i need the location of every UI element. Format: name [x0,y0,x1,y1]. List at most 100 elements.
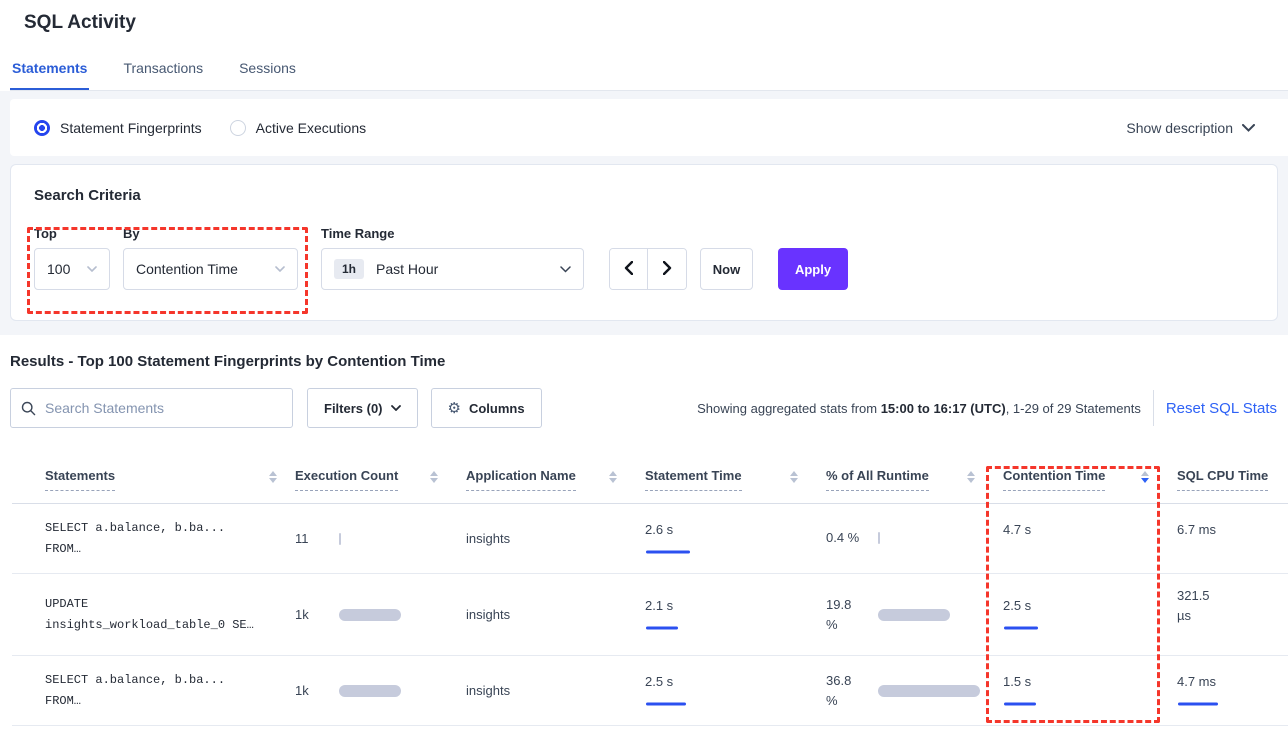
top-select[interactable]: 100 [34,248,110,290]
pct-runtime-bar [878,532,880,545]
pct-runtime-bar [878,608,950,621]
application-name-cell: insights [466,683,511,699]
show-description-toggle[interactable]: Show description [1126,120,1255,136]
content-band: Statement Fingerprints Active Executions… [0,91,1288,335]
by-label: By [123,226,140,241]
col-header-pct-runtime[interactable]: % of All Runtime [826,468,1003,491]
time-next-button[interactable] [648,249,686,289]
statement-link[interactable]: SELECT a.balance, b.ba... FROM… [45,520,226,556]
statement-time-cell: 2.6 s [645,520,826,557]
chevron-down-icon [560,265,571,273]
tab-statements[interactable]: Statements [10,60,90,90]
sort-icon[interactable] [609,471,617,483]
execution-count-bar [339,532,341,545]
time-range-badge: 1h [334,259,365,279]
latency-line [1004,626,1038,630]
top-select-value: 100 [47,261,71,277]
radio-selected-icon [34,119,50,136]
radio-active-executions[interactable]: Active Executions [229,119,367,136]
latency-line [646,702,686,706]
toolbar-divider [1152,390,1154,426]
time-nav-buttons [609,248,687,290]
col-header-execution-count[interactable]: Execution Count [295,468,466,491]
search-icon [21,401,36,416]
col-header-contention-time[interactable]: Contention Time [1003,468,1177,491]
time-prev-button[interactable] [610,249,648,289]
sort-icon[interactable] [269,471,277,483]
search-criteria-title: Search Criteria [34,187,141,204]
table-row: SELECT a.balance, b.ba... FROM… 1k insig… [12,656,1288,727]
col-header-sql-cpu-time[interactable]: SQL CPU Time [1177,468,1288,491]
contention-time-cell: 1.5 s [1003,672,1177,709]
sort-icon[interactable] [790,471,798,483]
statement-link[interactable]: UPDATE insights_workload_table_0 SE… [45,596,254,632]
page-title: SQL Activity [24,12,136,33]
latency-line [1004,702,1036,706]
execution-count-cell: 1k [295,683,466,698]
sort-icon[interactable] [967,471,975,483]
tab-bar: Statements Transactions Sessions [10,60,1288,91]
columns-button[interactable]: ⚙︎ Columns [430,388,542,428]
sort-icon-active-desc[interactable] [1141,471,1149,483]
top-label: Top [34,226,57,241]
by-select[interactable]: Contention Time [123,248,298,290]
pct-runtime-bar [878,684,980,697]
apply-button[interactable]: Apply [778,248,848,290]
chevron-down-icon [275,266,285,272]
now-button[interactable]: Now [700,248,753,290]
stats-time-range: 15:00 to 16:17 (UTC) [880,400,1006,416]
col-header-statements[interactable]: Statements [12,468,295,491]
radio-statement-fingerprints[interactable]: Statement Fingerprints [34,119,202,136]
tab-sessions[interactable]: Sessions [239,60,296,76]
statement-time-cell: 2.1 s [645,596,826,633]
page-header: SQL Activity Statements Transactions Ses… [0,0,1288,91]
latency-line [646,550,690,554]
execution-count-cell: 1k [295,607,466,622]
latency-line [646,626,678,630]
reset-sql-stats-link[interactable]: Reset SQL Stats [1165,399,1277,417]
latency-line [1178,702,1218,706]
radio-label: Active Executions [255,119,367,136]
chevron-right-icon [662,260,672,278]
sort-icon[interactable] [430,471,438,483]
time-range-value: Past Hour [376,261,439,277]
execution-count-bar [339,608,401,621]
table-row: UPDATE insights_workload_table_0 SE… 1k … [12,574,1288,657]
filters-label: Filters (0) [324,400,383,416]
contention-time-cell: 4.7 s [1003,521,1032,537]
search-criteria-card: Search Criteria Top 100 By Contention Ti… [10,164,1278,321]
table-header-row: Statements Execution Count Application N… [12,450,1288,504]
contention-time-cell: 2.5 s [1003,596,1177,633]
statements-table: Statements Execution Count Application N… [12,450,1288,727]
pct-runtime-cell: 36.8 % [826,671,1003,711]
results-section: Results - Top 100 Statement Fingerprints… [0,335,1288,727]
execution-count-bar [339,684,401,697]
gear-icon: ⚙︎ [447,400,461,417]
radio-label: Statement Fingerprints [60,119,202,136]
chevron-down-icon [87,266,97,272]
col-header-application-name[interactable]: Application Name [466,468,645,491]
statement-link[interactable]: SELECT a.balance, b.ba... FROM… [45,672,226,708]
aggregated-stats-text: Showing aggregated stats from 15:00 to 1… [697,400,1141,416]
chevron-down-icon [390,405,401,411]
execution-count-cell: 11 [295,531,466,546]
sql-cpu-time-cell: 6.7 ms [1177,521,1217,537]
pct-runtime-cell: 19.8 % [826,595,1003,635]
view-mode-card: Statement Fingerprints Active Executions… [10,99,1288,156]
chevron-down-icon [1242,123,1255,132]
radio-unselected-icon [229,119,246,136]
statement-time-cell: 2.5 s [645,672,826,709]
chevron-left-icon [624,260,634,278]
filters-button[interactable]: Filters (0) [307,388,418,428]
col-header-statement-time[interactable]: Statement Time [645,468,826,491]
results-toolbar: Filters (0) ⚙︎ Columns Showing aggregate… [10,388,1278,428]
tab-transactions[interactable]: Transactions [123,60,204,76]
by-select-value: Contention Time [136,261,238,277]
time-range-select[interactable]: 1h Past Hour [321,248,584,290]
columns-label: Columns [468,400,525,416]
time-range-label: Time Range [321,226,395,241]
results-heading: Results - Top 100 Statement Fingerprints… [10,353,446,370]
search-statements-input[interactable] [45,400,282,416]
sql-cpu-time-cell: 321.5 µs [1177,588,1210,624]
table-row: SELECT a.balance, b.ba... FROM… 11 insig… [12,504,1288,574]
